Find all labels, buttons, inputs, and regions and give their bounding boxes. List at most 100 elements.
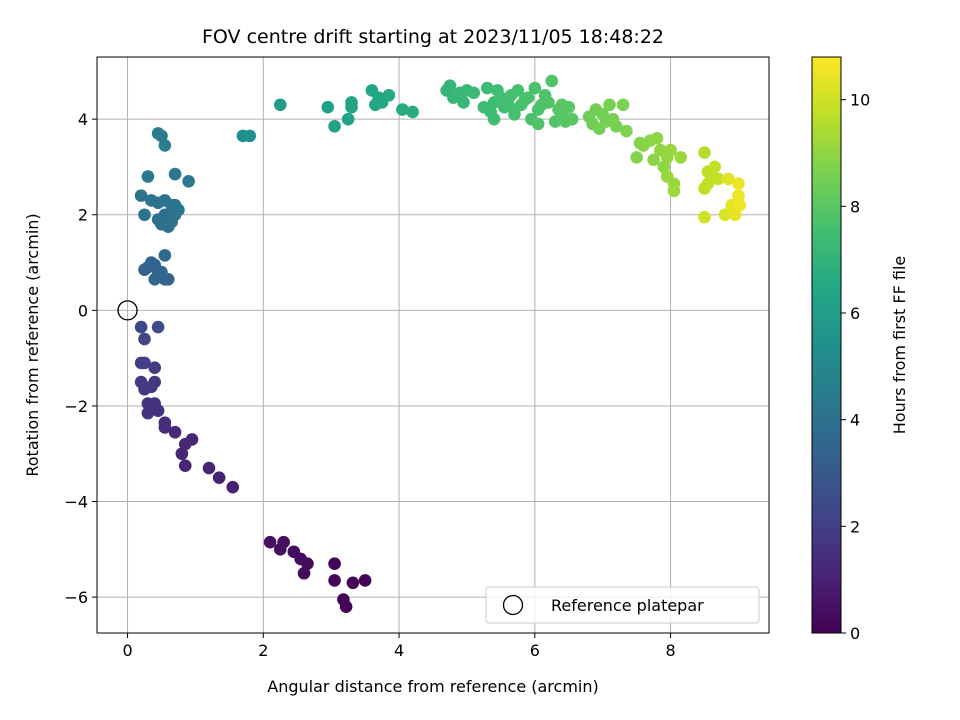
- data-point: [508, 108, 521, 121]
- data-point: [396, 103, 409, 116]
- plot-frame: [96, 56, 770, 634]
- data-point: [732, 177, 745, 190]
- data-point: [172, 203, 185, 217]
- data-point: [647, 153, 660, 167]
- data-point: [457, 96, 470, 109]
- data-point: [721, 172, 735, 186]
- colorbar-tick-label: 6: [850, 304, 860, 323]
- data-point: [698, 146, 711, 159]
- colorbar-gradient: [812, 57, 841, 633]
- data-point: [698, 210, 711, 224]
- data-point: [511, 84, 525, 97]
- data-point: [148, 361, 161, 375]
- y-tick-label: 4: [78, 110, 88, 129]
- x-tick-label: 6: [530, 641, 540, 660]
- data-point: [733, 198, 747, 212]
- data-point: [158, 249, 172, 262]
- data-point: [494, 91, 508, 104]
- data-point: [630, 151, 643, 164]
- colorbar-tick-label: 10: [850, 91, 870, 110]
- data-point: [406, 105, 419, 119]
- x-tick-label: 4: [394, 641, 404, 660]
- data-point: [339, 600, 353, 614]
- data-point: [178, 437, 192, 451]
- data-point: [134, 375, 148, 389]
- data-point: [168, 167, 182, 181]
- data-point: [178, 459, 192, 472]
- data-point: [728, 208, 742, 222]
- data-point: [263, 535, 277, 549]
- data-point: [382, 88, 396, 102]
- data-point: [134, 189, 148, 202]
- y-tick-label: −6: [64, 588, 88, 607]
- data-point: [531, 117, 545, 131]
- x-tick-label: 2: [258, 641, 268, 660]
- y-axis-ticks: −6 −4 −2 0 2 4: [64, 110, 97, 607]
- data-point: [718, 208, 732, 222]
- data-point: [701, 177, 715, 190]
- data-point: [346, 576, 360, 590]
- x-axis-ticks: 0 2 4 6 8: [122, 633, 676, 660]
- x-tick-label: 0: [122, 641, 132, 660]
- y-tick-label: 2: [78, 206, 88, 225]
- reference-point-marker: [117, 300, 138, 321]
- data-point: [328, 120, 341, 133]
- data-point: [141, 397, 155, 410]
- data-point: [182, 174, 195, 188]
- data-point: [358, 574, 372, 587]
- data-point: [141, 406, 155, 420]
- data-point: [301, 557, 314, 570]
- data-point: [138, 332, 151, 346]
- data-point: [202, 461, 216, 475]
- data-point: [650, 131, 664, 145]
- data-point: [545, 74, 559, 88]
- colorbar-tick-label: 2: [850, 517, 860, 536]
- data-point: [141, 170, 155, 183]
- data-point: [345, 96, 358, 109]
- data-point: [328, 574, 341, 587]
- data-point: [158, 416, 172, 429]
- data-point: [151, 320, 165, 334]
- data-point: [273, 98, 287, 112]
- data-point: [603, 98, 616, 112]
- data-point: [226, 480, 240, 494]
- data-point: [555, 98, 569, 112]
- legend: Reference platepar: [485, 586, 760, 624]
- colorbar-tick-label: 8: [850, 197, 860, 216]
- data-point: [297, 566, 311, 580]
- y-tick-label: 0: [78, 301, 88, 320]
- data-point: [134, 320, 148, 334]
- data-point: [667, 184, 681, 198]
- colorbar-ticks: 0 2 4 6 8 10: [841, 91, 870, 643]
- data-point: [328, 557, 341, 570]
- data-point: [657, 160, 671, 174]
- legend-box: [485, 586, 760, 624]
- colorbar-tick-label: 4: [850, 411, 860, 430]
- data-point: [732, 189, 745, 202]
- data-point: [609, 120, 623, 133]
- data-point: [321, 100, 335, 114]
- data-point: [443, 79, 457, 92]
- y-tick-label: −2: [64, 397, 88, 416]
- legend-entry-reference: Reference platepar: [551, 596, 704, 615]
- data-point: [145, 194, 158, 207]
- data-point: [664, 143, 677, 157]
- data-point: [711, 172, 725, 186]
- data-point: [138, 208, 151, 222]
- colorbar: 0 2 4 6 8 10 Hours from first FF file: [811, 56, 909, 643]
- data-point: [148, 272, 161, 286]
- data-point: [674, 151, 688, 164]
- data-point: [565, 112, 579, 126]
- data-point: [467, 86, 481, 100]
- reference-marker: [117, 300, 138, 321]
- data-point: [161, 272, 175, 286]
- legend-marker: [502, 594, 524, 616]
- data-point: [481, 81, 494, 95]
- data-point: [155, 129, 168, 143]
- data-point: [158, 139, 172, 152]
- scatter-points: [134, 74, 747, 614]
- colorbar-frame: [811, 56, 842, 634]
- data-point: [660, 170, 674, 183]
- y-tick-label: −4: [64, 493, 88, 512]
